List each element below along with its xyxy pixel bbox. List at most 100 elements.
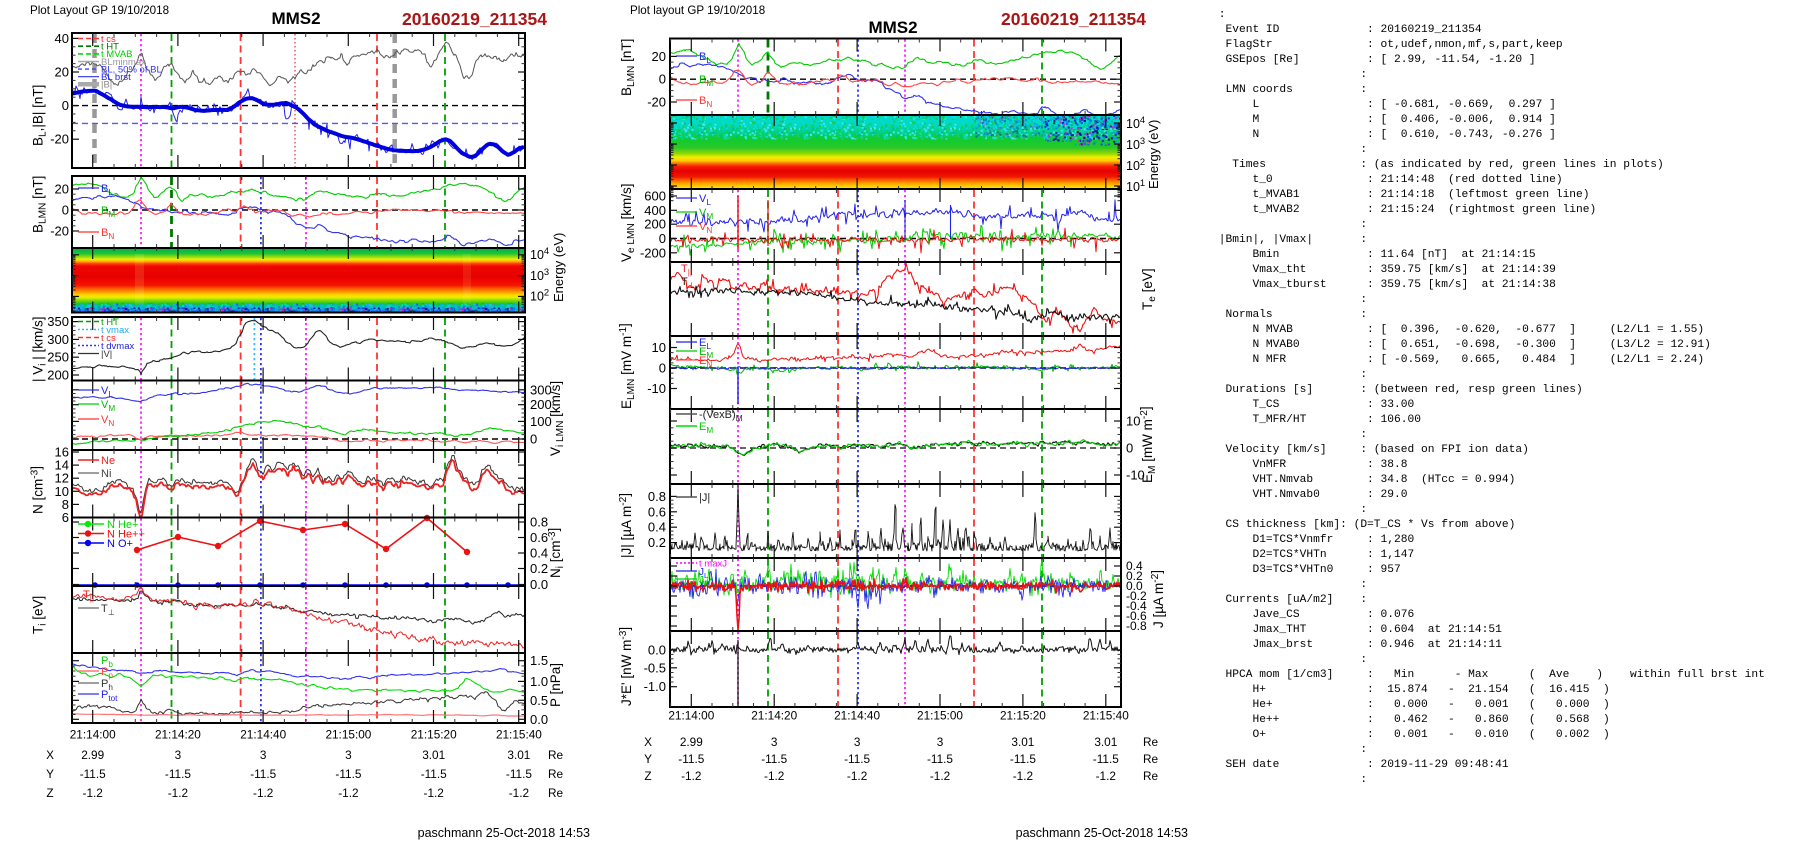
- svg-text:102: 102: [530, 287, 549, 304]
- svg-text:20: 20: [652, 49, 666, 64]
- svg-text:-1.2: -1.2: [1096, 769, 1116, 783]
- svg-text:6: 6: [62, 510, 69, 525]
- svg-text:MMS2: MMS2: [271, 9, 320, 28]
- svg-text:Vi LMN [km/s]: Vi LMN [km/s]: [548, 381, 566, 456]
- svg-text:-20: -20: [50, 132, 69, 147]
- svg-text:t HT: t HT: [101, 317, 119, 328]
- svg-text:|J|: |J|: [699, 492, 710, 504]
- svg-text:21:14:20: 21:14:20: [155, 728, 201, 742]
- svg-text:0.5: 0.5: [530, 693, 548, 708]
- svg-text:N [cm-3]: N [cm-3]: [29, 466, 46, 514]
- svg-text:600: 600: [644, 189, 666, 204]
- svg-text:21:15:40: 21:15:40: [1083, 709, 1129, 723]
- svg-text:Re: Re: [1143, 752, 1159, 766]
- svg-text:T⊥: T⊥: [681, 276, 695, 290]
- svg-text:-11.5: -11.5: [506, 767, 532, 781]
- svg-text:20: 20: [55, 182, 69, 197]
- svg-text:21:14:20: 21:14:20: [751, 709, 797, 723]
- svg-text:0.4: 0.4: [530, 546, 548, 561]
- svg-text:-20: -20: [647, 95, 666, 110]
- svg-text:-1.2: -1.2: [509, 786, 529, 800]
- svg-text:1.0: 1.0: [530, 674, 548, 689]
- svg-text:0.0: 0.0: [530, 577, 548, 592]
- svg-text:-11.5: -11.5: [335, 767, 361, 781]
- svg-text:Y: Y: [644, 752, 652, 766]
- svg-text:N He+: N He+: [107, 519, 139, 531]
- svg-text:350: 350: [47, 314, 69, 329]
- svg-text:3: 3: [771, 735, 778, 749]
- svg-text:Ve LMN [km/s]: Ve LMN [km/s]: [619, 184, 637, 263]
- svg-text:3.01: 3.01: [1094, 735, 1117, 749]
- svg-text:VM: VM: [101, 399, 115, 413]
- svg-text:|J| [µA m-2]: |J| [µA m-2]: [617, 493, 634, 558]
- svg-text:BLMN [nT]: BLMN [nT]: [31, 176, 49, 233]
- svg-text:101: 101: [1126, 177, 1145, 194]
- svg-text:BL: BL: [101, 183, 113, 197]
- svg-text:Ni [cm-3]: Ni [cm-3]: [546, 528, 566, 578]
- svg-text:3: 3: [345, 748, 352, 762]
- svg-text:20160219_211354: 20160219_211354: [1001, 9, 1146, 29]
- svg-text:Ptot: Ptot: [101, 689, 118, 703]
- svg-text:-11.5: -11.5: [1010, 752, 1036, 766]
- svg-text:3: 3: [937, 735, 944, 749]
- svg-text:paschmann 25-Oct-2018 14:53: paschmann 25-Oct-2018 14:53: [1016, 826, 1188, 840]
- svg-text:Re: Re: [1143, 769, 1159, 783]
- svg-text:Pp: Pp: [101, 666, 113, 680]
- svg-text:-1.2: -1.2: [681, 769, 701, 783]
- svg-text:300: 300: [47, 332, 69, 347]
- svg-text:0: 0: [659, 231, 666, 246]
- svg-text:100: 100: [530, 414, 552, 429]
- svg-text:104: 104: [530, 245, 549, 262]
- svg-text:Ti [eV]: Ti [eV]: [31, 596, 49, 634]
- svg-text:2.99: 2.99: [81, 748, 104, 762]
- svg-text:-1.0: -1.0: [644, 679, 666, 694]
- svg-text:300: 300: [530, 382, 552, 397]
- svg-text:102: 102: [1126, 156, 1145, 173]
- svg-text:Pb: Pb: [101, 655, 113, 669]
- svg-text:-20: -20: [50, 224, 69, 239]
- svg-text:EM: EM: [699, 346, 713, 360]
- svg-text:BL brst: BL brst: [101, 72, 131, 83]
- svg-text:0: 0: [659, 361, 666, 376]
- svg-text:Energy (eV): Energy (eV): [551, 233, 566, 302]
- svg-text:-11.5: -11.5: [421, 767, 447, 781]
- svg-text:0.6: 0.6: [530, 530, 548, 545]
- svg-text:21:14:40: 21:14:40: [834, 709, 880, 723]
- svg-text:0.2: 0.2: [648, 535, 666, 550]
- svg-text:0: 0: [1126, 441, 1133, 456]
- svg-text:-1.2: -1.2: [83, 786, 103, 800]
- svg-text:MMS2: MMS2: [868, 18, 917, 37]
- svg-text:BLminmax: BLminmax: [101, 57, 146, 68]
- svg-text:200: 200: [47, 368, 69, 383]
- svg-text:0.0: 0.0: [1126, 579, 1143, 593]
- svg-text:200: 200: [530, 397, 552, 412]
- svg-text:10: 10: [1126, 414, 1140, 429]
- svg-text:t maxJ: t maxJ: [699, 559, 727, 570]
- svg-text:Re: Re: [548, 748, 564, 762]
- svg-text:200: 200: [644, 217, 666, 232]
- svg-text:-1.2: -1.2: [930, 769, 950, 783]
- svg-text:0: 0: [659, 72, 666, 87]
- svg-text:16: 16: [55, 445, 69, 460]
- svg-text:1.5: 1.5: [530, 653, 548, 668]
- svg-text:Plot layout GP 19/10/2018: Plot layout GP 19/10/2018: [630, 4, 765, 17]
- svg-text:-0.8: -0.8: [1126, 619, 1147, 633]
- svg-text:J [µA m-2]: J [µA m-2]: [1149, 570, 1166, 628]
- svg-text:-10: -10: [647, 381, 666, 396]
- svg-text:EM [mW m-2]: EM [mW m-2]: [1138, 406, 1158, 483]
- svg-text:t vmax: t vmax: [101, 325, 129, 336]
- svg-text:|B|: |B|: [101, 80, 112, 91]
- svg-text:BM: BM: [699, 74, 713, 88]
- svg-text:20160219_211354: 20160219_211354: [402, 9, 547, 29]
- svg-text:21:14:40: 21:14:40: [240, 728, 286, 742]
- svg-text:VN: VN: [699, 221, 712, 235]
- svg-text:103: 103: [530, 266, 549, 283]
- svg-text:3.01: 3.01: [507, 748, 530, 762]
- svg-text:|V|: |V|: [101, 349, 112, 360]
- svg-text:-0.5: -0.5: [644, 660, 666, 675]
- svg-text:2.99: 2.99: [680, 735, 703, 749]
- svg-text:X: X: [46, 748, 54, 762]
- svg-text:104: 104: [1126, 114, 1145, 131]
- svg-text:X: X: [644, 735, 652, 749]
- svg-text:VN: VN: [101, 414, 114, 428]
